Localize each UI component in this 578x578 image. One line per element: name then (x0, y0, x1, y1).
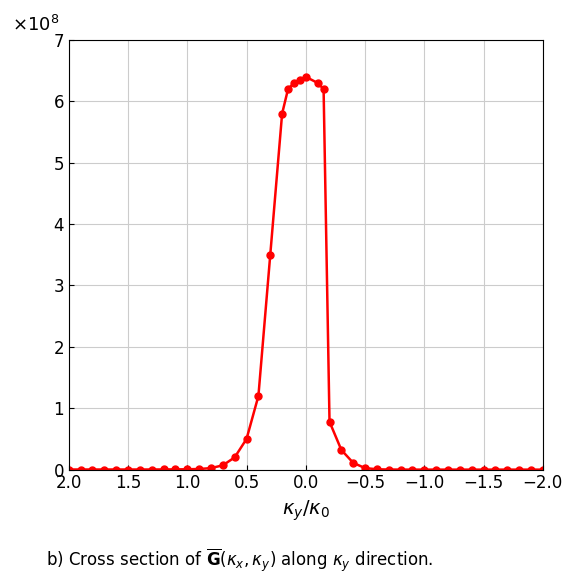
Text: b) Cross section of $\overline{\mathbf{G}}(\kappa_x, \kappa_y)$ along $\kappa_y$: b) Cross section of $\overline{\mathbf{G… (46, 547, 434, 575)
X-axis label: $\kappa_y/\kappa_0$: $\kappa_y/\kappa_0$ (282, 498, 330, 523)
Text: $\times 10^8$: $\times 10^8$ (12, 15, 59, 35)
